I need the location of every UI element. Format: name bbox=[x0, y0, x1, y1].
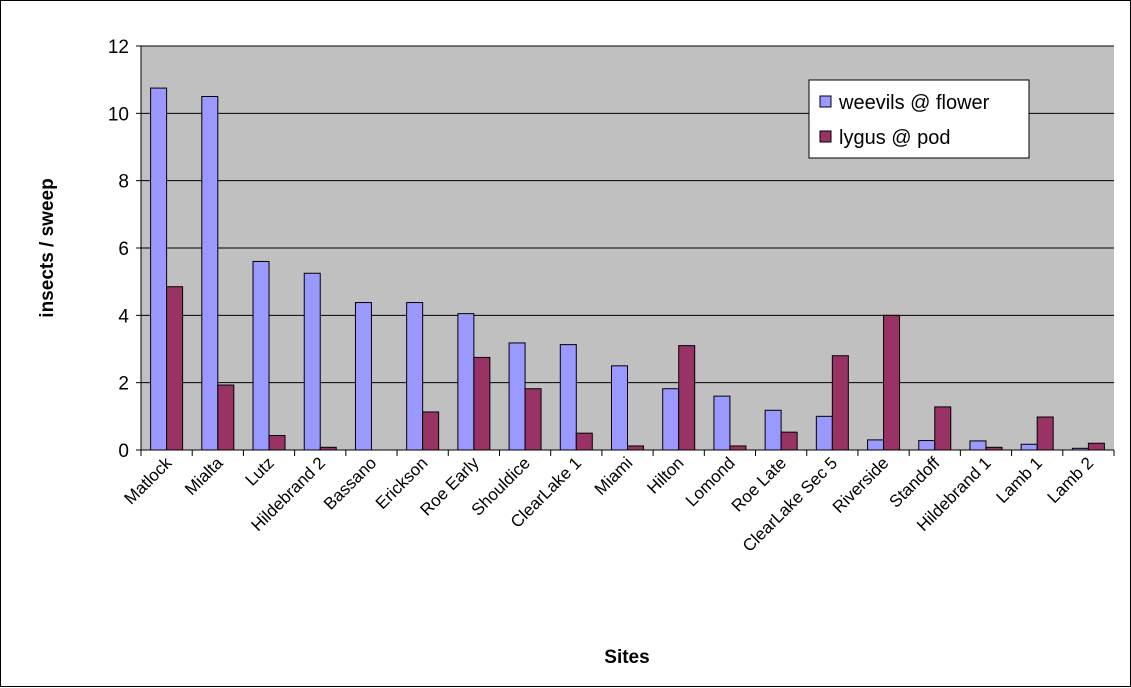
x-tick-label-miami: Miami bbox=[591, 453, 636, 498]
x-tick-label-riverside: Riverside bbox=[829, 453, 893, 517]
x-tick-label-hilton: Hilton bbox=[643, 453, 687, 497]
x-tick-label-lutz: Lutz bbox=[242, 453, 278, 489]
legend: weevils @ flower lygus @ pod bbox=[808, 79, 1030, 159]
bar-weevils-flower-riverside bbox=[867, 439, 885, 451]
legend-swatch-weevils bbox=[819, 95, 832, 108]
bar-weevils-flower-lomond bbox=[713, 395, 731, 451]
bar-weevils-flower-clearlake-sec-5 bbox=[815, 415, 833, 451]
bar-lygus-pod-matlock bbox=[166, 286, 184, 451]
gridlines bbox=[141, 45, 1114, 384]
bar-lygus-pod-clearlake-sec-5 bbox=[831, 355, 849, 451]
y-tick-label-8: 8 bbox=[118, 172, 129, 193]
y-tick-label-6: 6 bbox=[118, 239, 129, 260]
bar-weevils-flower-miami bbox=[611, 365, 628, 451]
bar-lygus-pod-clearlake-1 bbox=[575, 432, 593, 451]
bar-weevils-flower-mialta bbox=[201, 96, 219, 451]
bar-weevils-flower-shouldice bbox=[508, 342, 526, 451]
bar-weevils-flower-hilton bbox=[662, 388, 680, 451]
bar-weevils-flower-lamb-1 bbox=[1020, 443, 1038, 451]
y-axis-title: insects / sweep bbox=[37, 178, 58, 317]
y-tick-label-4: 4 bbox=[118, 306, 129, 327]
bar-lygus-pod-standoff bbox=[934, 406, 952, 451]
y-tick-label-0: 0 bbox=[118, 441, 129, 462]
bar-lygus-pod-lamb-1 bbox=[1036, 416, 1054, 451]
bar-weevils-flower-matlock bbox=[150, 87, 168, 451]
bar-weevils-flower-lutz bbox=[252, 260, 270, 451]
bar-lygus-pod-shouldice bbox=[524, 388, 542, 451]
bar-lygus-pod-roe-late bbox=[780, 431, 798, 451]
x-tick-label-clearlake-sec-5: ClearLake Sec 5 bbox=[739, 453, 841, 555]
bar-weevils-flower-bassano bbox=[354, 302, 372, 451]
legend-label-lygus: lygus @ pod bbox=[839, 127, 950, 149]
x-tick-label-lamb-2: Lamb 2 bbox=[1044, 453, 1098, 507]
bar-weevils-flower-erickson bbox=[406, 302, 424, 451]
bar-lygus-pod-mialta bbox=[217, 384, 235, 451]
bar-weevils-flower-hildebrand-1 bbox=[969, 440, 987, 451]
bar-lygus-pod-roe-early bbox=[473, 356, 491, 451]
bar-lygus-pod-erickson bbox=[422, 411, 440, 451]
x-tick-label-mialta: Mialta bbox=[181, 453, 227, 499]
legend-swatch-lygus bbox=[819, 130, 832, 143]
x-tick-label-bassano: Bassano bbox=[320, 453, 380, 513]
y-tick-label-12: 12 bbox=[108, 37, 129, 58]
bar-weevils-flower-roe-late bbox=[764, 409, 782, 451]
bar-weevils-flower-clearlake-1 bbox=[559, 344, 577, 451]
bars bbox=[150, 87, 1105, 451]
x-axis-title: Sites bbox=[604, 647, 649, 668]
y-tick-label-2: 2 bbox=[118, 374, 129, 395]
bar-lygus-pod-riverside bbox=[883, 314, 901, 451]
legend-box bbox=[808, 79, 1030, 159]
x-tick-label-lamb-1: Lamb 1 bbox=[992, 453, 1046, 507]
bar-lygus-pod-lomond bbox=[729, 445, 747, 451]
y-tick-label-10: 10 bbox=[108, 104, 129, 125]
bar-lygus-pod-miami bbox=[627, 445, 644, 451]
bar-weevils-flower-roe-early bbox=[457, 313, 475, 451]
y-tick-labels: 0 2 4 6 8 10 12 bbox=[108, 37, 130, 462]
bar-lygus-pod-lutz bbox=[268, 435, 286, 451]
legend-label-weevils: weevils @ flower bbox=[838, 92, 990, 114]
bar-lygus-pod-lamb-2 bbox=[1087, 442, 1105, 451]
bar-lygus-pod-hilton bbox=[678, 345, 696, 451]
bar-weevils-flower-hildebrand-2 bbox=[303, 272, 321, 451]
bar-weevils-flower-standoff bbox=[918, 440, 936, 451]
axes bbox=[136, 45, 1115, 456]
